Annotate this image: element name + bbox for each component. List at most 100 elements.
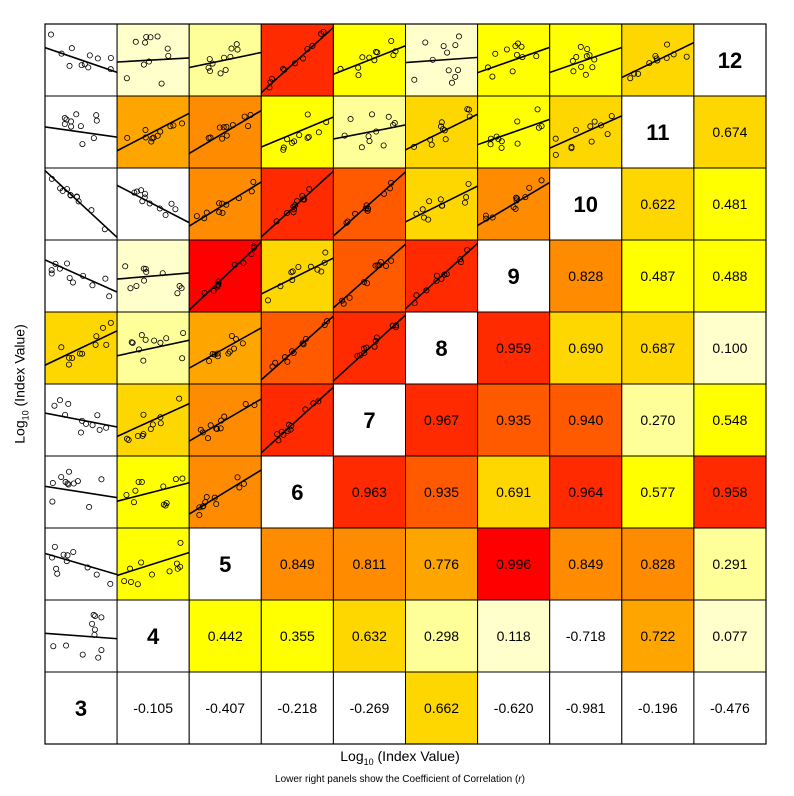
- scatter-point: [204, 435, 211, 442]
- scatter-point: [213, 425, 220, 432]
- scatter-point: [670, 51, 677, 58]
- scatter-point: [591, 56, 598, 63]
- scatter-point: [89, 422, 96, 429]
- cell-8-5: [405, 527, 479, 601]
- scatter-point: [48, 31, 55, 38]
- fit-line-3-10: [45, 169, 118, 239]
- fit-line-3-5: [45, 552, 118, 576]
- scatter-point: [151, 337, 158, 344]
- scatter-point: [228, 332, 235, 339]
- scatter-point: [48, 270, 55, 277]
- scatter-point: [69, 279, 76, 286]
- scatter-point: [98, 614, 105, 621]
- cell-8-4: [405, 599, 479, 673]
- scatter-point: [443, 271, 450, 278]
- scatter-point: [66, 62, 73, 69]
- scatter-point: [368, 111, 375, 118]
- scatter-point: [552, 135, 559, 142]
- scatter-point: [281, 354, 288, 361]
- scatter-point: [452, 42, 459, 49]
- scatter-point: [221, 54, 228, 61]
- scatter-point: [514, 140, 521, 147]
- diagonal-label-4: 4: [147, 624, 160, 649]
- scatter-point: [180, 329, 187, 336]
- correlation-value-9-4: 0.118: [497, 628, 531, 644]
- scatter-point: [141, 190, 148, 197]
- scatter-point: [631, 70, 638, 77]
- scatter-point: [388, 257, 395, 264]
- scatter-point: [300, 341, 307, 348]
- scatter-point: [64, 260, 71, 267]
- correlation-value-12-9: 0.488: [712, 268, 747, 284]
- scatter-point: [196, 504, 203, 511]
- scatter-point: [165, 52, 172, 59]
- cell-11-7: [621, 383, 695, 457]
- scatter-point: [361, 278, 368, 285]
- scatter-point: [250, 178, 257, 185]
- scatter-point: [411, 76, 418, 83]
- correlation-value-7-5: 0.811: [352, 556, 386, 572]
- cell-5-3: [188, 671, 262, 745]
- scatter-point: [142, 134, 149, 141]
- scatter-point: [371, 343, 378, 350]
- scatter-point: [411, 300, 418, 307]
- scatter-point: [163, 335, 170, 342]
- scatter-8-9: [405, 242, 478, 310]
- scatter-point: [438, 202, 445, 209]
- cell-10-4: [549, 599, 623, 673]
- fit-line-8-11: [405, 113, 478, 151]
- scatter-point: [291, 60, 298, 67]
- scatter-point: [94, 412, 101, 419]
- scatter-point: [233, 336, 240, 343]
- scatter-point: [213, 426, 220, 433]
- correlation-value-9-5: 0.996: [496, 556, 531, 572]
- scatter-point: [429, 56, 436, 63]
- scatter-point: [604, 131, 611, 138]
- scatter-point: [274, 431, 281, 438]
- scatter-point: [337, 65, 344, 72]
- scatter-point: [386, 185, 393, 192]
- scatter-point: [463, 194, 470, 201]
- scatter-point: [209, 351, 216, 358]
- scatter-point: [291, 206, 298, 213]
- scatter-point: [374, 49, 381, 56]
- scatter-point: [98, 476, 105, 483]
- scatter-point: [363, 202, 370, 209]
- cell-8-3: [405, 671, 479, 745]
- fit-line-3-4: [45, 632, 118, 640]
- scatter-point: [341, 132, 348, 139]
- correlation-value-12-7: 0.548: [712, 412, 747, 428]
- scatter-9-11: [477, 106, 550, 151]
- scatter-point: [683, 53, 690, 60]
- scatter-point: [664, 41, 671, 48]
- scatter-3-4: [45, 611, 118, 661]
- diagonal-label-9: 9: [508, 264, 520, 289]
- fit-line-5-7: [189, 398, 262, 442]
- scatter-point: [216, 124, 223, 131]
- scatter-point: [176, 395, 183, 402]
- scatter-point: [196, 512, 203, 519]
- cell-12-3: [693, 671, 767, 745]
- y-axis-label: Log10 (Index Value): [11, 324, 31, 444]
- correlation-value-10-3: -0.981: [566, 700, 606, 716]
- cell-12-6: [693, 455, 767, 529]
- scatter-point: [61, 115, 68, 122]
- scatter-point: [287, 426, 294, 433]
- scatter-point: [598, 122, 605, 129]
- scatter-point: [588, 138, 595, 145]
- scatter-point: [315, 398, 322, 405]
- diagonal-cell-8: [405, 311, 479, 385]
- scatter-point: [512, 43, 519, 50]
- scatter-point: [465, 180, 472, 187]
- scatter-5-7: [189, 398, 262, 442]
- scatter-point: [203, 209, 210, 216]
- scatter-point: [484, 64, 491, 71]
- cell-12-8: [693, 311, 767, 385]
- correlation-value-11-10: 0.622: [640, 196, 675, 212]
- scatter-point: [359, 54, 366, 61]
- scatter-point: [290, 209, 297, 216]
- diagonal-label-5: 5: [219, 552, 231, 577]
- scatter-point: [63, 642, 70, 649]
- chart-border: [44, 23, 767, 745]
- scatter-point: [284, 358, 291, 365]
